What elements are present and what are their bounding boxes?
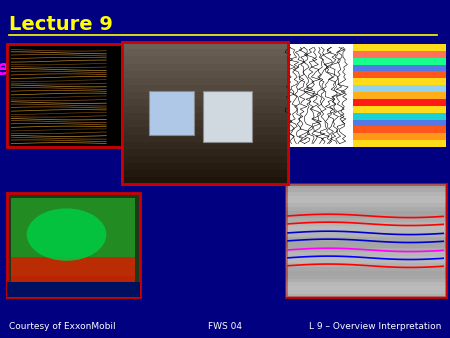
Bar [11, 198, 135, 276]
Text: of: of [104, 59, 127, 79]
Bar [286, 271, 446, 275]
Bar [286, 233, 446, 237]
Bar [286, 286, 446, 290]
Bar [122, 56, 288, 64]
Bar [286, 279, 446, 282]
Bar [353, 71, 446, 78]
Text: Overview of Seismic Interpretation: Overview of Seismic Interpretation [21, 65, 433, 86]
Bar [286, 203, 446, 207]
Bar [122, 42, 288, 49]
Bar [286, 245, 446, 248]
Bar [122, 85, 288, 92]
Bar [286, 184, 446, 297]
Bar [286, 260, 446, 264]
Bar [353, 99, 446, 106]
Bar [286, 44, 353, 147]
Ellipse shape [27, 208, 106, 261]
Bar [353, 126, 446, 133]
Bar [353, 85, 446, 92]
Bar [122, 163, 288, 170]
Bar [353, 51, 446, 58]
Bar [122, 49, 288, 56]
Bar [122, 170, 288, 177]
Bar [11, 258, 135, 294]
Bar [122, 127, 288, 135]
Bar [353, 113, 446, 120]
Bar [122, 99, 288, 106]
Bar [286, 211, 446, 214]
Bar [286, 222, 446, 226]
Bar [353, 44, 446, 51]
Bar [286, 275, 446, 279]
Bar [122, 135, 288, 142]
Bar [286, 241, 446, 245]
Bar [353, 65, 446, 71]
Bar [286, 248, 446, 252]
Bar [286, 294, 446, 297]
Bar [122, 120, 288, 127]
Bar [353, 92, 446, 99]
Bar [353, 120, 446, 126]
Bar [286, 256, 446, 260]
Bar [122, 71, 288, 78]
Bar [286, 214, 446, 218]
Bar [286, 267, 446, 271]
Bar [122, 92, 288, 99]
Bar [353, 106, 446, 113]
Text: Interpretation: Interpretation [278, 59, 445, 79]
Bar [148, 91, 194, 135]
Bar [122, 64, 288, 71]
Bar [286, 226, 446, 230]
Bar [286, 218, 446, 222]
Bar [122, 78, 288, 85]
Bar [286, 252, 446, 256]
Bar [122, 156, 288, 163]
Bar [122, 42, 288, 184]
Bar [286, 282, 446, 286]
Bar [122, 106, 288, 113]
Bar [122, 113, 288, 120]
Bar [286, 237, 446, 241]
Bar [286, 195, 446, 199]
Bar [122, 42, 288, 184]
Bar [353, 58, 446, 65]
Bar [122, 142, 288, 149]
Bar [353, 78, 446, 85]
Bar [7, 282, 140, 297]
Bar [286, 184, 446, 188]
Bar [202, 91, 252, 142]
Text: Seismic: Seismic [153, 59, 243, 79]
Bar [353, 140, 446, 147]
Bar [286, 264, 446, 267]
Bar [7, 44, 140, 147]
Bar [353, 133, 446, 140]
Bar [286, 230, 446, 233]
Bar [286, 192, 446, 195]
Bar [286, 290, 446, 294]
Bar [286, 44, 446, 147]
Bar [286, 199, 446, 203]
Bar [122, 177, 288, 184]
Bar [286, 207, 446, 211]
Text: FWS 04: FWS 04 [208, 322, 242, 331]
Text: L 9 – Overview Interpretation: L 9 – Overview Interpretation [309, 322, 441, 331]
Bar [7, 193, 140, 297]
Bar [286, 188, 446, 192]
Text: Overview: Overview [0, 59, 74, 79]
Text: Lecture 9: Lecture 9 [9, 15, 113, 34]
Bar [122, 149, 288, 156]
Text: Courtesy of ExxonMobil: Courtesy of ExxonMobil [9, 322, 116, 331]
